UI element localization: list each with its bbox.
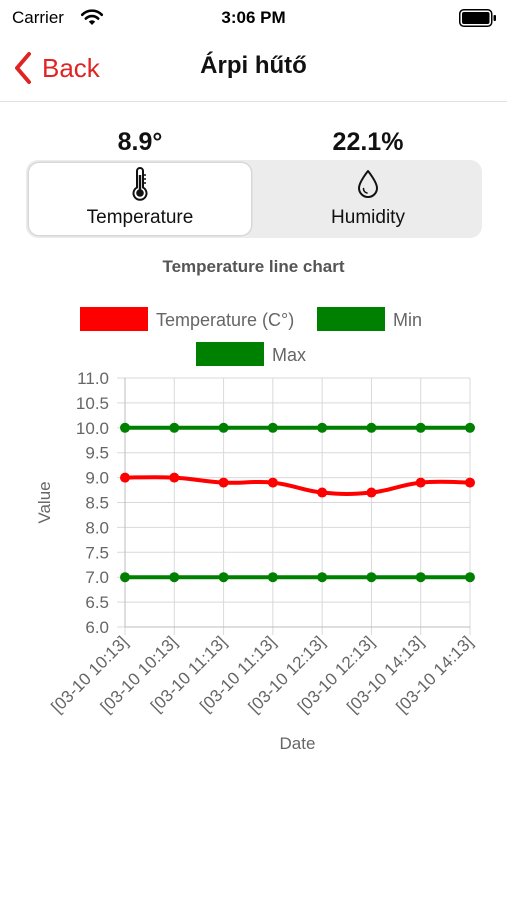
status-bar: Carrier 3:06 PM	[0, 0, 507, 36]
y-axis-title: Value	[35, 481, 54, 523]
data-point	[317, 572, 328, 583]
y-tick-label: 6.5	[85, 593, 109, 612]
data-point	[120, 472, 130, 483]
data-point	[465, 422, 475, 433]
data-point	[169, 422, 180, 433]
tab-temperature[interactable]: Temperature	[29, 163, 251, 235]
legend-label: Min	[393, 310, 422, 330]
data-point	[169, 572, 180, 583]
x-axis-title: Date	[280, 734, 316, 753]
current-readings: 8.9° 22.1%	[26, 128, 482, 160]
data-point	[267, 422, 278, 433]
data-point	[120, 422, 130, 433]
wifi-icon	[80, 9, 104, 25]
battery-icon	[459, 9, 496, 27]
navigation-bar: Back Árpi hűtő	[0, 36, 507, 102]
data-point	[120, 572, 130, 583]
data-point	[317, 487, 328, 498]
y-tick-label: 8.5	[85, 494, 109, 513]
data-point	[415, 572, 426, 583]
y-tick-label: 7.0	[85, 568, 109, 587]
legend-swatch	[80, 307, 148, 331]
carrier-label: Carrier	[12, 8, 64, 27]
y-tick-label: 10.0	[76, 419, 109, 438]
temperature-line-chart: Temperature (C°) Min Max 6.0 6.5 7.0 7.5 8.0 8.5…	[35, 307, 477, 753]
data-point	[415, 422, 426, 433]
temperature-value: 8.9°	[117, 128, 163, 156]
back-button[interactable]: Back	[12, 50, 100, 86]
data-point	[366, 487, 377, 498]
humidity-value: 22.1%	[332, 128, 404, 156]
y-tick-label: 11.0	[77, 369, 109, 388]
droplet-icon	[358, 170, 378, 198]
data-point	[218, 477, 229, 488]
data-point	[415, 477, 426, 488]
data-point	[169, 472, 180, 483]
sensor-segmented-control: Temperature Humidity	[26, 160, 482, 238]
data-point	[218, 422, 229, 433]
y-tick-label: 9.5	[85, 444, 109, 463]
y-tick-label: 9.0	[85, 469, 109, 488]
data-point	[366, 572, 377, 583]
tab-humidity[interactable]: Humidity	[257, 163, 479, 235]
thermometer-icon	[132, 167, 148, 201]
y-tick-label: 8.0	[85, 518, 109, 537]
legend-label: Max	[272, 345, 306, 365]
legend-swatch	[317, 307, 385, 331]
chart-title: Temperature line chart	[162, 257, 345, 276]
tab-temperature-label: Temperature	[86, 207, 194, 228]
y-tick-label: 6.0	[85, 618, 109, 637]
data-point	[317, 422, 328, 433]
data-point	[267, 572, 278, 583]
y-tick-label: 10.5	[76, 394, 109, 413]
data-point	[218, 572, 229, 583]
legend-swatch	[196, 342, 264, 366]
data-point	[267, 477, 278, 488]
data-point	[465, 477, 475, 488]
chevron-left-icon	[15, 52, 31, 84]
back-label: Back	[42, 52, 100, 83]
data-point	[366, 422, 377, 433]
data-point	[465, 572, 475, 583]
status-time: 3:06 PM	[221, 8, 286, 27]
legend-label: Temperature (C°)	[156, 310, 294, 330]
y-tick-label: 7.5	[85, 543, 109, 562]
tab-humidity-label: Humidity	[331, 207, 405, 228]
